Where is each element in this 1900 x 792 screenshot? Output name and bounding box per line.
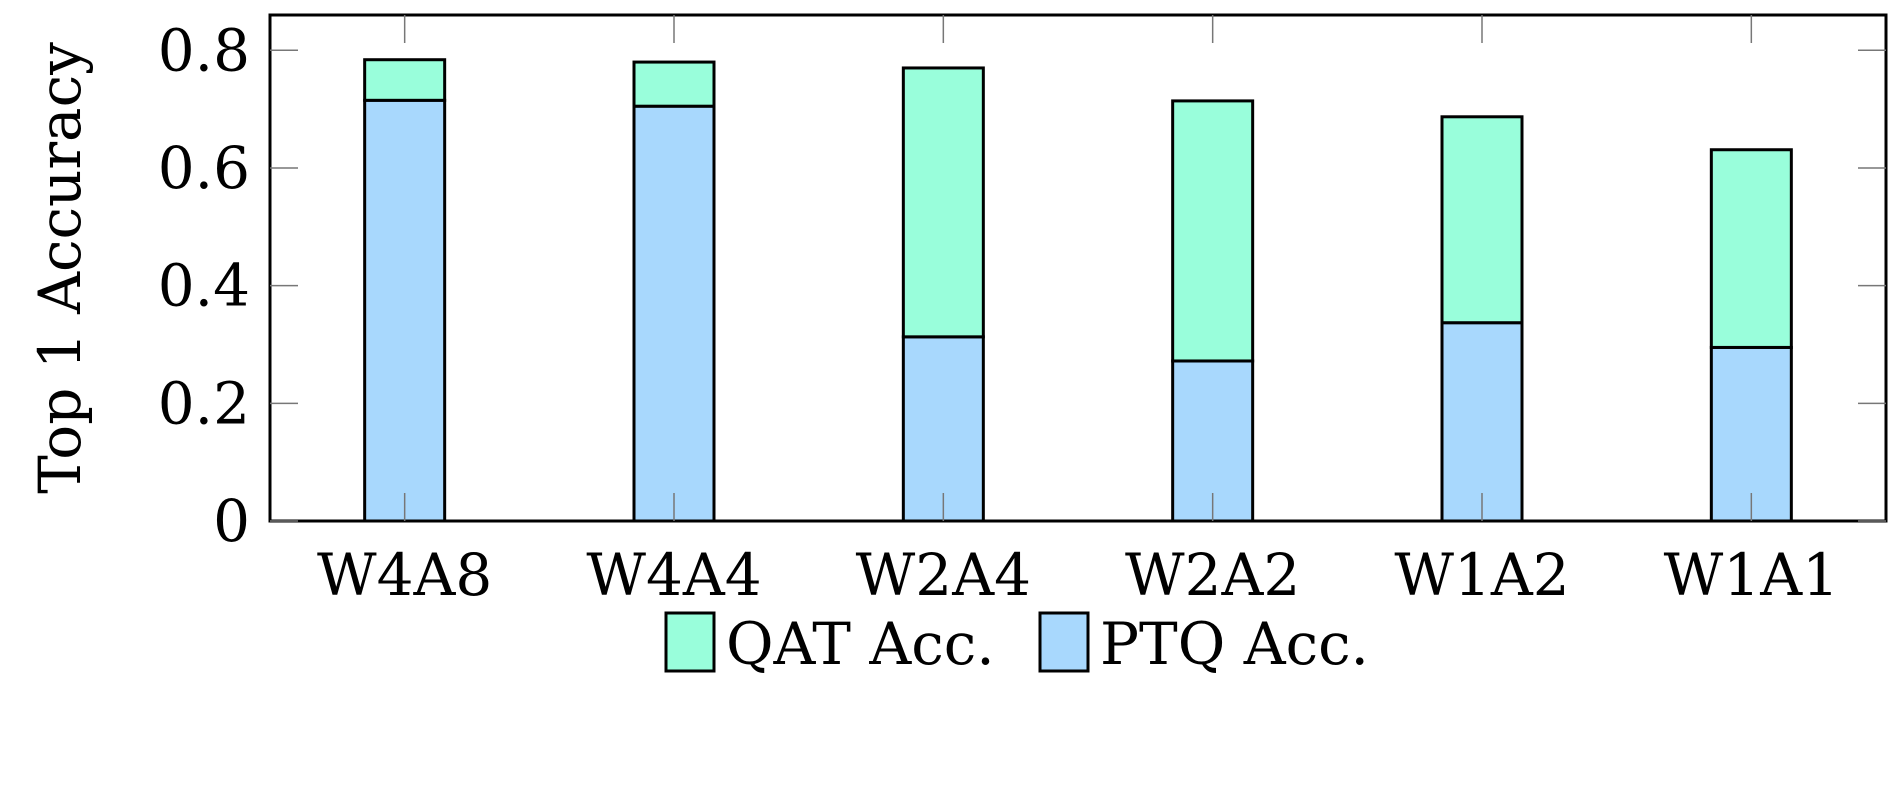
x-tick-label-w2a4: W2A4 bbox=[856, 541, 1031, 609]
x-tick-label-w2a2: W2A2 bbox=[1125, 541, 1300, 609]
bar-ptq-w4a8 bbox=[363, 98, 447, 523]
plot-frame bbox=[268, 13, 1888, 523]
x-tick-label-w4a4: W4A4 bbox=[586, 541, 761, 609]
legend-label-qat: QAT Acc. bbox=[726, 610, 995, 678]
legend-label-ptq: PTQ Acc. bbox=[1100, 610, 1369, 678]
legend: QAT Acc. PTQ Acc. bbox=[664, 610, 1369, 678]
bar-qat-w2a2 bbox=[1171, 99, 1255, 363]
bar-ptq-w1a2 bbox=[1440, 321, 1524, 523]
x-axis-ticks: W4A8 W4A4 W2A4 W2A2 W1A2 W1A1 bbox=[317, 15, 1839, 609]
legend-swatch-qat bbox=[664, 611, 716, 673]
y-axis-title: Top 1 Accuracy bbox=[26, 42, 94, 494]
x-tick-label-w4a8: W4A8 bbox=[317, 541, 492, 609]
plot-area bbox=[270, 15, 1886, 521]
x-tick-label-w1a1: W1A1 bbox=[1664, 541, 1839, 609]
y-axis-ticks: 0 0.2 0.4 0.6 0.8 bbox=[158, 16, 1886, 555]
y-tick-label: 0.4 bbox=[158, 252, 250, 320]
y-tick-label: 0.6 bbox=[158, 134, 250, 202]
y-tick-label: 0.2 bbox=[158, 369, 250, 437]
y-tick-label: 0 bbox=[213, 487, 250, 555]
bar-ptq-w1a1 bbox=[1709, 345, 1793, 523]
plot-background bbox=[270, 15, 1886, 521]
bar-qat-w2a4 bbox=[901, 66, 985, 339]
bar-qat-w1a1 bbox=[1709, 148, 1793, 349]
bar-qat-w4a8 bbox=[363, 58, 447, 102]
bar-qat-w1a2 bbox=[1440, 115, 1524, 325]
legend-swatch-ptq bbox=[1038, 611, 1090, 673]
bars-group bbox=[363, 58, 1793, 523]
bar-qat-w4a4 bbox=[632, 60, 716, 108]
bar-ptq-w4a4 bbox=[632, 104, 716, 523]
plot-frame-group bbox=[268, 13, 1888, 523]
x-tick-label-w1a2: W1A2 bbox=[1394, 541, 1569, 609]
y-tick-label: 0.8 bbox=[158, 16, 250, 84]
